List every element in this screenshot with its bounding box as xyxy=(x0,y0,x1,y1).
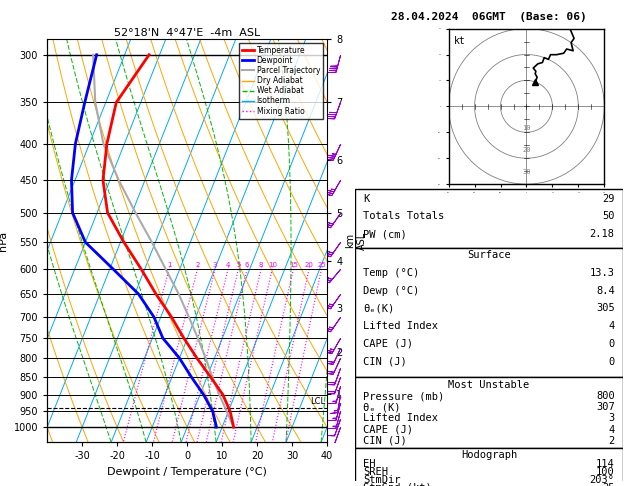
Text: 28.04.2024  06GMT  (Base: 06): 28.04.2024 06GMT (Base: 06) xyxy=(391,12,587,22)
Text: 25: 25 xyxy=(602,483,615,486)
Text: 29: 29 xyxy=(602,193,615,204)
Text: Surface: Surface xyxy=(467,250,511,260)
Text: Lifted Index: Lifted Index xyxy=(364,414,438,423)
Text: Pressure (mb): Pressure (mb) xyxy=(364,391,445,401)
Text: 25: 25 xyxy=(317,262,326,268)
Text: Lifted Index: Lifted Index xyxy=(364,321,438,331)
Bar xyxy=(355,189,623,248)
Text: 2: 2 xyxy=(608,436,615,446)
Bar xyxy=(355,448,623,486)
Text: StmDir: StmDir xyxy=(364,474,401,485)
Text: CIN (J): CIN (J) xyxy=(364,436,407,446)
Text: 8.4: 8.4 xyxy=(596,286,615,295)
Text: 2: 2 xyxy=(196,262,200,268)
Text: 800: 800 xyxy=(596,391,615,401)
Legend: Temperature, Dewpoint, Parcel Trajectory, Dry Adiabat, Wet Adiabat, Isotherm, Mi: Temperature, Dewpoint, Parcel Trajectory… xyxy=(239,43,323,119)
Text: 1: 1 xyxy=(167,262,171,268)
Text: Hodograph: Hodograph xyxy=(461,451,517,461)
Text: 2.18: 2.18 xyxy=(590,229,615,239)
Text: 307: 307 xyxy=(596,402,615,412)
Text: Dewp (°C): Dewp (°C) xyxy=(364,286,420,295)
Text: EH: EH xyxy=(364,458,376,469)
Text: 305: 305 xyxy=(596,303,615,313)
Text: θₑ(K): θₑ(K) xyxy=(364,303,394,313)
Text: 20: 20 xyxy=(304,262,313,268)
Text: 3: 3 xyxy=(213,262,218,268)
Y-axis label: hPa: hPa xyxy=(0,230,8,251)
Title: 52°18'N  4°47'E  -4m  ASL: 52°18'N 4°47'E -4m ASL xyxy=(114,28,260,38)
Text: 4: 4 xyxy=(608,321,615,331)
Text: CIN (J): CIN (J) xyxy=(364,357,407,367)
Bar xyxy=(355,248,623,378)
Text: 50: 50 xyxy=(602,211,615,222)
Text: 3: 3 xyxy=(608,414,615,423)
Text: PW (cm): PW (cm) xyxy=(364,229,407,239)
Text: 100: 100 xyxy=(596,467,615,476)
Text: 10: 10 xyxy=(268,262,277,268)
Text: 5: 5 xyxy=(237,262,241,268)
Text: SREH: SREH xyxy=(364,467,388,476)
Text: Temp (°C): Temp (°C) xyxy=(364,268,420,278)
Text: 8: 8 xyxy=(259,262,264,268)
Text: θₑ (K): θₑ (K) xyxy=(364,402,401,412)
Text: 4: 4 xyxy=(608,425,615,434)
Bar xyxy=(355,378,623,448)
Text: LCL: LCL xyxy=(310,398,325,406)
Text: Totals Totals: Totals Totals xyxy=(364,211,445,222)
Text: 6: 6 xyxy=(245,262,249,268)
Text: CAPE (J): CAPE (J) xyxy=(364,425,413,434)
Text: Most Unstable: Most Unstable xyxy=(448,380,530,390)
Y-axis label: km
ASL: km ASL xyxy=(345,231,367,250)
Text: 114: 114 xyxy=(596,458,615,469)
Text: 15: 15 xyxy=(289,262,298,268)
Text: 0: 0 xyxy=(608,357,615,367)
Text: 4: 4 xyxy=(226,262,230,268)
Text: K: K xyxy=(364,193,370,204)
X-axis label: Dewpoint / Temperature (°C): Dewpoint / Temperature (°C) xyxy=(107,467,267,477)
Text: CAPE (J): CAPE (J) xyxy=(364,339,413,349)
Text: 203°: 203° xyxy=(590,474,615,485)
Text: 0: 0 xyxy=(608,339,615,349)
Text: 13.3: 13.3 xyxy=(590,268,615,278)
Text: StmSpd (kt): StmSpd (kt) xyxy=(364,483,432,486)
